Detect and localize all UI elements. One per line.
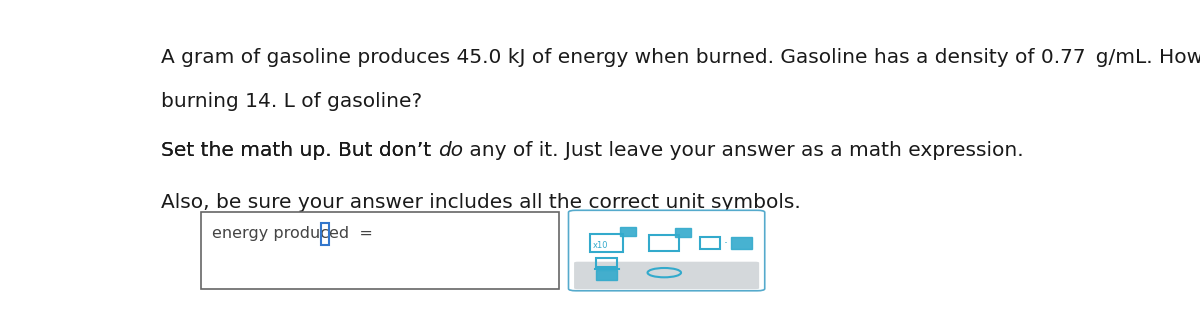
Text: Set the math up. But don’t: Set the math up. But don’t <box>161 141 438 160</box>
Bar <box>590 235 623 252</box>
Bar <box>202 212 559 289</box>
Text: any of it. Just leave your answer as a math expression.: any of it. Just leave your answer as a m… <box>463 141 1024 160</box>
FancyBboxPatch shape <box>569 210 764 291</box>
Text: do: do <box>438 141 463 160</box>
Text: Also, be sure your answer includes all the correct unit symbols.: Also, be sure your answer includes all t… <box>161 193 800 212</box>
Text: burning 14. L of gasoline?: burning 14. L of gasoline? <box>161 92 422 111</box>
Text: ·: · <box>724 237 728 250</box>
Text: energy produced  =: energy produced = <box>212 226 373 241</box>
Bar <box>596 258 617 267</box>
Bar <box>596 270 617 280</box>
Bar <box>619 226 636 237</box>
Bar <box>322 223 329 245</box>
Text: Set the math up. But don’t: Set the math up. But don’t <box>161 141 438 160</box>
Bar <box>649 235 679 251</box>
Text: A gram of gasoline produces 45.0 kJ of energy when burned. Gasoline has a densit: A gram of gasoline produces 45.0 kJ of e… <box>161 48 1200 67</box>
Text: ×: × <box>622 266 640 286</box>
Text: x10: x10 <box>593 241 608 250</box>
Bar <box>700 237 720 249</box>
Text: ↺: ↺ <box>694 266 712 286</box>
Bar <box>731 237 751 249</box>
Bar <box>676 227 691 237</box>
FancyBboxPatch shape <box>574 262 760 289</box>
